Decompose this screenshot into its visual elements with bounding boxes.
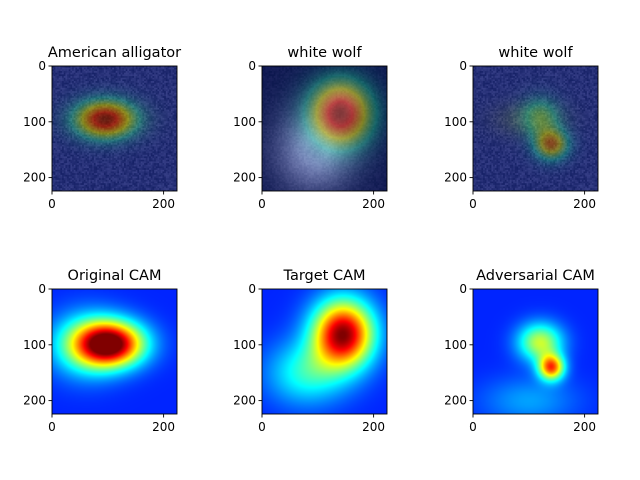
- x-tick-label: 0: [469, 420, 477, 434]
- x-tick-label: 0: [48, 197, 56, 211]
- overlay-image: [262, 66, 387, 191]
- panel-title: Original CAM: [68, 268, 162, 284]
- x-tick-label: 200: [573, 420, 596, 434]
- y-tick-label: 0: [248, 282, 256, 296]
- y-tick-label: 0: [38, 59, 46, 73]
- cam-heatmap: [262, 289, 387, 414]
- x-tick-label: 0: [258, 197, 266, 211]
- axes-frame: [472, 288, 599, 415]
- panel-title: white wolf: [287, 45, 362, 61]
- x-tick-label: 200: [362, 197, 385, 211]
- y-tick-label: 100: [444, 338, 467, 352]
- cam-heatmap: [473, 289, 598, 414]
- cam-heatmap: [52, 289, 177, 414]
- axes-frame: [51, 65, 178, 192]
- x-tick-label: 0: [258, 420, 266, 434]
- y-tick-label: 100: [23, 115, 46, 129]
- panel-title: Adversarial CAM: [476, 268, 595, 284]
- y-tick-label: 200: [233, 394, 256, 408]
- y-tick-label: 200: [444, 171, 467, 185]
- y-tick-label: 100: [23, 338, 46, 352]
- x-tick-label: 200: [152, 197, 175, 211]
- y-tick-label: 0: [459, 282, 467, 296]
- y-tick-label: 200: [23, 394, 46, 408]
- y-tick-label: 0: [459, 59, 467, 73]
- axes-frame: [472, 65, 599, 192]
- y-tick-label: 100: [444, 115, 467, 129]
- y-tick-label: 200: [444, 394, 467, 408]
- axes-frame: [51, 288, 178, 415]
- panel-title: American alligator: [48, 45, 181, 61]
- overlay-image: [473, 66, 598, 191]
- overlay-image: [52, 66, 177, 191]
- y-tick-label: 0: [38, 282, 46, 296]
- x-tick-label: 200: [573, 197, 596, 211]
- panel-title: white wolf: [498, 45, 573, 61]
- x-tick-label: 200: [152, 420, 175, 434]
- y-tick-label: 200: [233, 171, 256, 185]
- y-tick-label: 200: [23, 171, 46, 185]
- y-tick-label: 0: [248, 59, 256, 73]
- y-tick-label: 100: [233, 115, 256, 129]
- panel-title: Target CAM: [282, 268, 365, 284]
- x-tick-label: 0: [469, 197, 477, 211]
- x-tick-label: 200: [362, 420, 385, 434]
- axes-frame: [261, 65, 388, 192]
- axes-frame: [261, 288, 388, 415]
- y-tick-label: 100: [233, 338, 256, 352]
- x-tick-label: 0: [48, 420, 56, 434]
